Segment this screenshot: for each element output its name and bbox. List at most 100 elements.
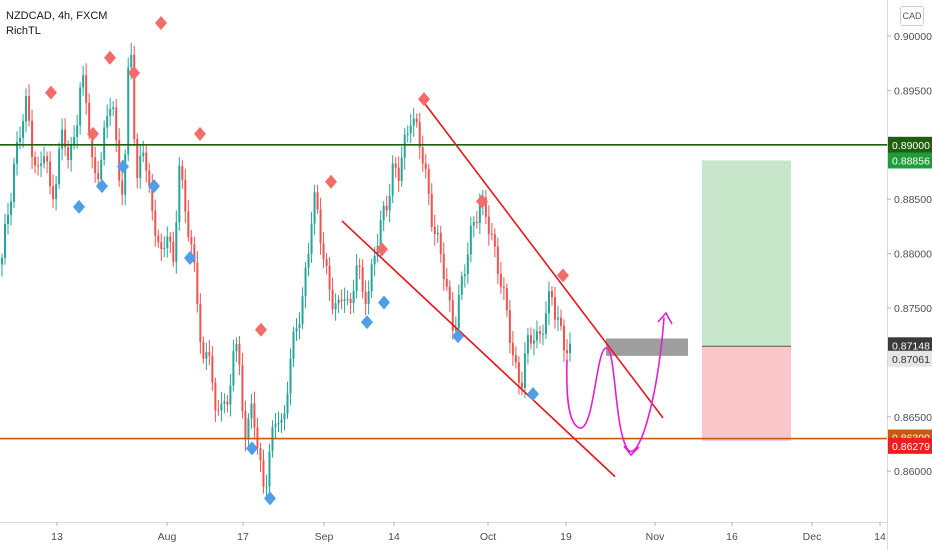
- candle-body: [106, 115, 109, 128]
- low-marker: [117, 159, 129, 174]
- price-tick-label: 0.86000: [894, 466, 932, 478]
- candle-body: [319, 209, 322, 244]
- candle-body: [181, 165, 184, 180]
- low-marker: [264, 491, 276, 506]
- candle-body: [424, 163, 427, 169]
- candle-body: [298, 324, 301, 328]
- candle-body: [112, 107, 115, 109]
- candle-body: [523, 353, 526, 388]
- trend-channel[interactable]: [341, 100, 664, 478]
- candle-body: [277, 423, 280, 425]
- candle-body: [100, 159, 103, 180]
- candle-body: [217, 410, 220, 412]
- candle-body: [448, 286, 451, 301]
- price-axis[interactable]: 0.90000 0.89500 0.89000 0.88500 0.88000 0.875…: [887, 0, 932, 550]
- candle-body: [4, 223, 7, 258]
- candle-body: [409, 125, 412, 134]
- arrow-head-up: [657, 311, 673, 325]
- tag-current-text: 0.87061: [892, 354, 930, 366]
- candle-body: [259, 448, 262, 461]
- high-marker: [155, 15, 167, 30]
- candle-body: [70, 144, 73, 160]
- candle-body: [139, 156, 142, 178]
- projection-drawing[interactable]: [565, 311, 673, 457]
- low-marker: [361, 315, 373, 330]
- position-zones: [606, 160, 791, 441]
- candle-body: [382, 205, 385, 221]
- time-tick-label: Oct: [480, 531, 496, 543]
- candles: [1, 42, 571, 498]
- candle-body: [388, 195, 391, 211]
- candle-body: [349, 298, 352, 303]
- tag-resistance-bg: [888, 136, 932, 153]
- candle-body: [403, 134, 406, 158]
- low-marker: [246, 441, 258, 456]
- low-marker: [73, 199, 85, 214]
- high-marker: [376, 242, 388, 257]
- candle-body: [322, 243, 325, 260]
- time-tick-label: 14: [874, 531, 886, 543]
- candle-body: [103, 127, 106, 160]
- low-marker: [378, 295, 390, 310]
- candle-body: [238, 344, 241, 365]
- candle-body: [364, 292, 367, 305]
- candle-body: [40, 163, 43, 166]
- candle-body: [325, 259, 328, 266]
- candle-body: [415, 118, 418, 123]
- candle-body: [88, 102, 91, 135]
- candle-body: [499, 273, 502, 288]
- candle-body: [199, 303, 202, 343]
- candle-body: [94, 157, 97, 174]
- time-tick-label: Aug: [158, 531, 177, 543]
- candle-body: [373, 255, 376, 265]
- tag-target: 0.88856: [888, 152, 932, 169]
- time-axis[interactable]: 13 Aug 17 Sep 14 Oct 19 Nov 16 Dec 14: [0, 522, 887, 550]
- candle-body: [169, 236, 172, 242]
- candle-body: [31, 120, 34, 158]
- candle-body: [556, 317, 559, 320]
- candle-body: [241, 364, 244, 412]
- indicator-name[interactable]: RichTL: [6, 25, 41, 37]
- candle-body: [142, 152, 145, 157]
- candle-body: [508, 310, 511, 343]
- candle-body: [469, 225, 472, 255]
- currency-button[interactable]: CAD: [900, 6, 924, 26]
- candle-body: [532, 340, 535, 344]
- candle-body: [214, 382, 217, 411]
- high-marker: [87, 126, 99, 141]
- candle-body: [307, 253, 310, 268]
- tag-stop-text: 0.86279: [892, 441, 930, 453]
- candle-body: [55, 184, 58, 200]
- candle-body: [478, 205, 481, 223]
- candle-body: [235, 344, 238, 352]
- candle-body: [544, 313, 547, 334]
- horizontal-levels[interactable]: [0, 144, 887, 440]
- candle-body: [346, 298, 349, 300]
- candle-body: [328, 265, 331, 290]
- candle-body: [76, 125, 79, 137]
- time-tick-label: 19: [560, 531, 572, 543]
- candle-body: [205, 351, 208, 359]
- candle-body: [67, 147, 70, 160]
- tag-target-text: 0.88856: [892, 155, 930, 167]
- candle-body: [79, 87, 82, 126]
- candle-body: [529, 335, 532, 344]
- candle-body: [223, 401, 226, 404]
- time-tick-label: 14: [388, 531, 400, 543]
- candle-body: [34, 157, 37, 166]
- candle-body: [358, 265, 361, 268]
- high-marker: [128, 65, 140, 80]
- candle-body: [145, 152, 148, 171]
- candle-body: [73, 136, 76, 145]
- candle-body: [439, 232, 442, 254]
- candle-body: [316, 192, 319, 210]
- candle-body: [394, 163, 397, 168]
- candle-body: [550, 291, 553, 298]
- candle-body: [379, 220, 382, 246]
- candle-body: [16, 142, 19, 164]
- candle-body: [283, 413, 286, 420]
- candle-body: [172, 241, 175, 262]
- tag-resistance-text: 0.89000: [892, 140, 930, 152]
- candle-body: [64, 129, 67, 148]
